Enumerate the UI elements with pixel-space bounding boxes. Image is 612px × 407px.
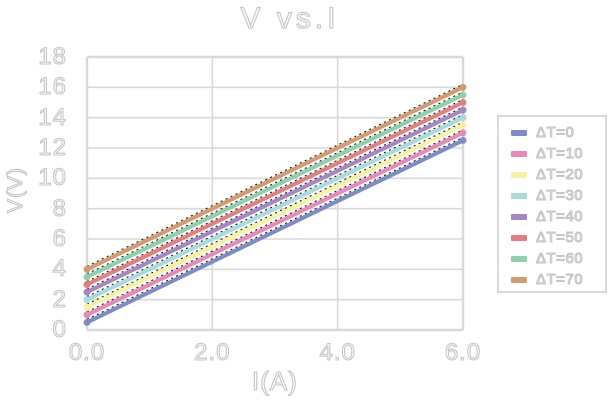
trendline-ΔT=0 bbox=[86, 136, 464, 320]
y-tick-label: 0 bbox=[52, 315, 67, 343]
x-tick-label: 6.0 bbox=[444, 339, 482, 366]
series-line-ΔT=30 bbox=[85, 115, 465, 302]
legend-color-swatch bbox=[511, 192, 527, 199]
data-point-marker-ΔT=20 bbox=[459, 121, 467, 129]
data-point-marker-ΔT=30 bbox=[459, 114, 467, 122]
legend-label: ΔT=0 bbox=[535, 123, 575, 141]
series-line-ΔT=10 bbox=[85, 130, 465, 317]
y-tick-label: 16 bbox=[38, 73, 67, 101]
series-line-ΔT=20 bbox=[85, 123, 465, 310]
chart-title: V vs.I bbox=[240, 1, 340, 35]
data-point-marker-ΔT=40 bbox=[459, 106, 467, 114]
trendline-ΔT=30 bbox=[86, 114, 464, 298]
legend-color-swatch bbox=[511, 213, 527, 220]
data-point-marker-ΔT=40 bbox=[83, 288, 91, 296]
data-point-marker-ΔT=50 bbox=[459, 99, 467, 106]
data-point-marker-ΔT=50 bbox=[83, 281, 91, 288]
y-tick-label: 12 bbox=[38, 133, 67, 161]
data-point-marker-ΔT=60 bbox=[83, 273, 91, 281]
legend-label: ΔT=60 bbox=[535, 249, 584, 267]
x-axis-title: I(A) bbox=[251, 365, 298, 396]
legend-item-ΔT=20: ΔT=20 bbox=[511, 164, 605, 185]
legend-item-ΔT=60: ΔT=60 bbox=[511, 248, 605, 269]
legend-color-swatch bbox=[511, 129, 527, 136]
data-point-marker-ΔT=10 bbox=[83, 311, 91, 319]
legend-item-ΔT=0: ΔT=0 bbox=[511, 122, 605, 143]
legend-item-ΔT=10: ΔT=10 bbox=[511, 143, 605, 164]
series-line-ΔT=50 bbox=[85, 100, 465, 287]
y-tick-label: 14 bbox=[38, 103, 67, 131]
series-line-ΔT=70 bbox=[85, 85, 465, 272]
y-tick-label: 8 bbox=[52, 194, 67, 222]
series-line-ΔT=40 bbox=[85, 108, 465, 295]
data-point-marker-ΔT=60 bbox=[459, 91, 467, 99]
data-point-marker-ΔT=70 bbox=[459, 83, 467, 91]
legend: ΔT=0 ΔT=10 ΔT=20 ΔT=30 ΔT=40 ΔT=50 ΔT=60 ΔT=70 bbox=[497, 115, 607, 293]
trendline-ΔT=20 bbox=[86, 121, 464, 305]
y-tick-label: 18 bbox=[38, 42, 67, 70]
y-tick-label: 10 bbox=[38, 164, 67, 192]
legend-item-ΔT=70: ΔT=70 bbox=[511, 269, 605, 290]
data-point-marker-ΔT=70 bbox=[83, 265, 91, 273]
trendline-ΔT=10 bbox=[86, 129, 464, 313]
legend-item-ΔT=40: ΔT=40 bbox=[511, 206, 605, 227]
legend-color-swatch bbox=[511, 150, 527, 157]
data-point-marker-ΔT=0 bbox=[83, 318, 91, 326]
trendline-ΔT=50 bbox=[86, 99, 464, 282]
y-tick-label: 6 bbox=[52, 224, 67, 252]
series-line-ΔT=60 bbox=[85, 92, 465, 279]
plot-area bbox=[83, 55, 467, 332]
legend-label: ΔT=20 bbox=[535, 165, 584, 183]
legend-color-swatch bbox=[511, 276, 527, 283]
trendline-ΔT=40 bbox=[86, 106, 464, 290]
data-point-marker-ΔT=0 bbox=[459, 136, 467, 144]
y-tick-label: 2 bbox=[52, 285, 67, 313]
data-point-marker-ΔT=30 bbox=[83, 296, 91, 304]
legend-color-swatch bbox=[511, 255, 527, 262]
legend-label: ΔT=30 bbox=[535, 186, 584, 204]
trendline-ΔT=70 bbox=[86, 83, 464, 267]
x-tick-label: 4.0 bbox=[319, 339, 356, 366]
trendline-ΔT=60 bbox=[86, 91, 464, 275]
x-tick-label: 0.0 bbox=[68, 339, 106, 366]
legend-item-ΔT=50: ΔT=50 bbox=[511, 227, 605, 248]
y-tick-label: 4 bbox=[52, 255, 67, 283]
series-line-ΔT=0 bbox=[85, 138, 465, 325]
legend-label: ΔT=50 bbox=[535, 228, 584, 246]
legend-color-swatch bbox=[511, 234, 527, 241]
legend-label: ΔT=70 bbox=[535, 270, 584, 288]
legend-label: ΔT=40 bbox=[535, 207, 584, 225]
legend-color-swatch bbox=[511, 171, 527, 178]
legend-label: ΔT=10 bbox=[535, 144, 584, 162]
x-tick-label: 2.0 bbox=[194, 339, 231, 366]
data-point-marker-ΔT=10 bbox=[459, 129, 467, 137]
data-point-marker-ΔT=20 bbox=[83, 303, 91, 311]
legend-item-ΔT=30: ΔT=30 bbox=[511, 185, 605, 206]
